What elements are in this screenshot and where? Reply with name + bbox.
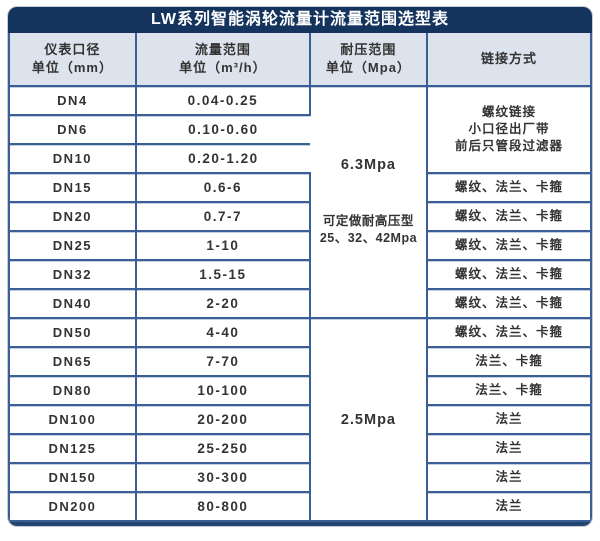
dn-cell: DN10 [10, 144, 137, 174]
flow-range-cell: 0.7-7 [135, 202, 311, 232]
dn-cell: DN50 [10, 318, 137, 348]
table-row: DN200 80-800 法兰 [10, 492, 590, 522]
flow-range-cell: 0.04-0.25 [135, 86, 311, 116]
flow-range-cell: 0.10-0.60 [135, 115, 310, 145]
table-row: DN10 0.20-1.20 [10, 144, 590, 174]
table-title: LW系列智能涡轮流量计流量范围选型表 [8, 7, 592, 33]
connection-cell: 螺纹、法兰、卡箍 [427, 289, 590, 319]
flow-range-cell: 30-300 [135, 463, 311, 493]
connection-cell: 螺纹、法兰、卡箍 [427, 260, 590, 290]
pressure-text: 25、32、42Mpa [319, 231, 418, 245]
connection-cell: 法兰 [427, 463, 590, 493]
dn-cell: DN32 [10, 260, 137, 290]
table-row: DN150 30-300 法兰 [10, 463, 590, 493]
flow-range-cell: 2-20 [135, 289, 311, 319]
header-flow-range-line2: 单位（m³/h） [179, 60, 267, 75]
header-pressure-range-line1: 耐压范围 [340, 42, 397, 57]
connection-text: 螺纹、法兰、卡箍 [455, 267, 564, 281]
pressure-text: 可定做耐高压型 [322, 214, 414, 228]
table-row: DN100 20-200 法兰 [10, 405, 590, 435]
dn-cell: DN20 [10, 202, 137, 232]
connection-text: 螺纹、法兰、卡箍 [455, 238, 564, 252]
connection-cell: 法兰 [427, 405, 590, 435]
table-body: DN4 0.04-0.25 6.3Mpa 可定做耐高压型 25、32、42Mpa 螺纹链接… [10, 86, 590, 522]
header-diameter: 仪表口径 单位（mm） [10, 33, 137, 87]
connection-text: 法兰、卡箍 [475, 383, 543, 397]
dn-cell: DN25 [10, 231, 137, 261]
dn-cell: DN150 [10, 463, 137, 493]
connection-cell: 螺纹链接小口径出厂带 前后只管段过滤器 [427, 86, 590, 174]
pressure-cell: 6.3Mpa 可定做耐高压型 25、32、42Mpa [309, 86, 429, 319]
header-connection: 链接方式 [427, 33, 590, 87]
connection-text: 螺纹、法兰、卡箍 [455, 209, 564, 223]
connection-cell: 法兰、卡箍 [427, 347, 590, 377]
spacer [312, 173, 425, 213]
flow-range-cell: 0.6-6 [135, 173, 311, 203]
connection-cell: 螺纹、法兰、卡箍 [427, 173, 590, 203]
flow-range-cell: 25-250 [135, 434, 311, 464]
dn-cell: DN4 [10, 86, 137, 116]
connection-cell: 法兰、卡箍 [427, 376, 590, 406]
dn-cell: DN200 [10, 492, 137, 522]
connection-text: 法兰 [495, 412, 523, 426]
connection-cell: 法兰 [427, 492, 590, 522]
table-row: DN65 7-70 法兰、卡箍 [10, 347, 590, 377]
connection-cell: 螺纹、法兰、卡箍 [427, 202, 590, 232]
table-row: DN6 0.10-0.60 [10, 115, 590, 145]
pressure-text: 2.5Mpa [340, 411, 397, 428]
dn-cell: DN40 [10, 289, 137, 319]
flow-range-cell: 0.20-1.20 [135, 144, 310, 174]
dn-cell: DN6 [10, 115, 137, 145]
flow-range-cell: 4-40 [135, 318, 311, 348]
connection-text: 螺纹、法兰、卡箍 [455, 296, 564, 310]
table-row: DN20 0.7-7 螺纹、法兰、卡箍 [10, 202, 590, 232]
header-connection-line1: 链接方式 [481, 51, 538, 66]
connection-text: 法兰 [495, 499, 523, 513]
connection-cell: 螺纹、法兰、卡箍 [427, 231, 590, 261]
flow-range-cell: 80-800 [135, 492, 311, 522]
dn-cell: DN15 [10, 173, 137, 203]
header-pressure-range: 耐压范围 单位（Mpa） [309, 33, 429, 87]
connection-text: 螺纹、法兰、卡箍 [455, 325, 564, 339]
header-diameter-line2: 单位（mm） [31, 60, 113, 75]
connection-cell: 螺纹、法兰、卡箍 [427, 318, 590, 348]
flow-range-cell: 7-70 [135, 347, 311, 377]
header-flow-range-line1: 流量范围 [194, 42, 251, 57]
pressure-text: 6.3Mpa [340, 157, 397, 173]
connection-text: 前后只管段过滤器 [455, 139, 564, 153]
header-pressure-range-line2: 单位（Mpa） [325, 60, 411, 75]
dn-cell: DN125 [10, 434, 137, 464]
table-area: 仪表口径 单位（mm） 流量范围 单位（m³/h） 耐压范围 单位（Mpa） 链… [8, 33, 592, 526]
header-flow-range: 流量范围 单位（m³/h） [135, 33, 311, 87]
connection-cell: 法兰 [427, 434, 590, 464]
connection-text: 法兰 [495, 470, 523, 484]
table-row: DN40 2-20 螺纹、法兰、卡箍 [10, 289, 590, 319]
table-row: DN50 4-40 2.5Mpa 螺纹、法兰、卡箍 [10, 318, 590, 522]
flow-range-cell: 20-200 [135, 405, 311, 435]
connection-text: 小口径出厂带 [468, 122, 550, 136]
flow-range-cell: 1-10 [135, 231, 311, 261]
connection-text: 螺纹链接 [482, 105, 537, 119]
connection-text: 法兰 [495, 441, 523, 455]
table-row: DN32 1.5-15 螺纹、法兰、卡箍 [10, 260, 590, 290]
table-header: 仪表口径 单位（mm） 流量范围 单位（m³/h） 耐压范围 单位（Mpa） 链… [10, 33, 590, 87]
table-row: DN4 0.04-0.25 6.3Mpa 可定做耐高压型 25、32、42Mpa 螺纹链接… [10, 86, 590, 319]
table-row: DN125 25-250 法兰 [10, 434, 590, 464]
connection-text: 法兰、卡箍 [475, 354, 543, 368]
flow-range-cell: 10-100 [135, 376, 311, 406]
dn-cell: DN80 [10, 376, 137, 406]
flowmeter-selection-table: 仪表口径 单位（mm） 流量范围 单位（m³/h） 耐压范围 单位（Mpa） 链… [10, 33, 590, 522]
table-row: DN25 1-10 螺纹、法兰、卡箍 [10, 231, 590, 261]
pressure-cell: 2.5Mpa [309, 318, 429, 522]
connection-text: 螺纹、法兰、卡箍 [455, 180, 564, 194]
header-diameter-line1: 仪表口径 [44, 42, 101, 57]
dn-cell: DN100 [10, 405, 137, 435]
flow-range-cell: 1.5-15 [135, 260, 311, 290]
table-row: DN15 0.6-6 螺纹、法兰、卡箍 [10, 173, 590, 203]
selection-table-card: LW系列智能涡轮流量计流量范围选型表 仪表口径 单位（mm） 流量范围 单位（m… [7, 6, 593, 527]
table-row: DN80 10-100 法兰、卡箍 [10, 376, 590, 406]
dn-cell: DN65 [10, 347, 137, 377]
